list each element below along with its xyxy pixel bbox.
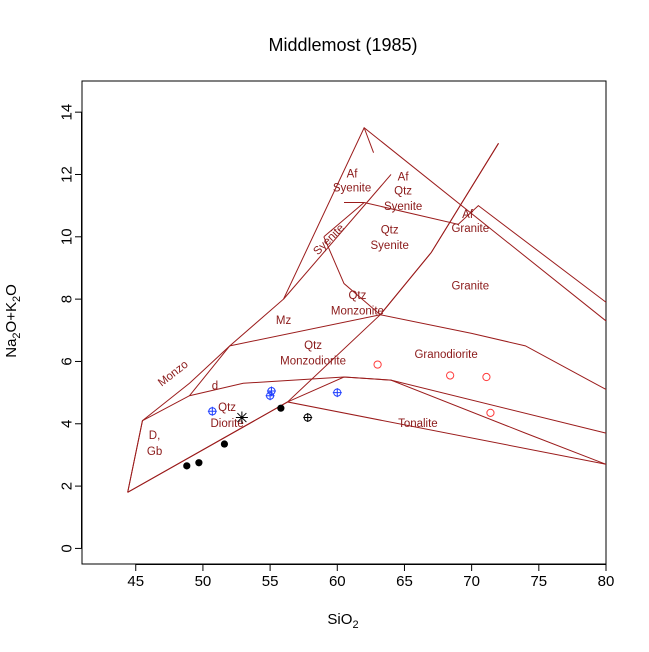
x-tick-label: 65	[396, 573, 413, 590]
data-point-open-circle	[446, 371, 455, 380]
data-point-open-circle	[373, 360, 382, 369]
y-tick-label: 8	[59, 295, 76, 303]
data-point-filled-circle	[220, 440, 229, 448]
field-boundary	[127, 143, 499, 493]
field-label: d	[212, 380, 218, 392]
field-label: Syenite	[371, 240, 409, 252]
field-boundaries	[127, 126, 607, 493]
field-label: Monzodiorite	[280, 355, 346, 367]
data-point-circle-plus	[303, 413, 313, 423]
field-label: Diorite	[210, 418, 243, 430]
data-point-circle-plus	[332, 388, 342, 398]
field-label: Granite	[451, 281, 489, 293]
field-label: Mz	[276, 315, 292, 327]
y-axis: 0 2 4 6 8 10 12 14	[59, 104, 82, 553]
field-boundary	[127, 420, 143, 493]
field-boundary	[189, 345, 231, 397]
y-tick-label: 2	[59, 482, 76, 490]
field-label: Monzo	[156, 359, 191, 390]
data-point-open-circle	[486, 408, 495, 417]
field-labels: Af Syenite Af Qtz Syenite Af Granite Qtz Syenite…	[147, 168, 489, 457]
y-tick-label: 14	[59, 104, 76, 121]
y-axis-label: Na2O+K2O	[3, 284, 23, 358]
field-boundary	[363, 127, 375, 153]
data-point-filled-circle	[183, 462, 191, 470]
x-tick-label: 50	[195, 573, 212, 590]
chart-title: Middlemost (1985)	[268, 35, 417, 55]
field-label: Qtz	[348, 290, 366, 302]
data-point-circle-plus	[265, 391, 275, 401]
data-point-asterisk	[235, 411, 248, 424]
field-label: Granodiorite	[414, 349, 477, 361]
field-label: Granite	[451, 223, 489, 235]
x-tick-label: 55	[262, 573, 279, 590]
field-boundary	[283, 174, 392, 300]
field-label: Af	[347, 168, 359, 180]
x-tick-label: 45	[127, 573, 144, 590]
field-label: Qtz	[394, 186, 412, 198]
y-tick-label: 6	[59, 357, 76, 365]
field-label: D,	[149, 430, 161, 442]
field-boundary	[229, 314, 607, 390]
field-label: Monzonite	[331, 306, 384, 318]
field-label: Af	[398, 172, 410, 184]
field-boundary	[323, 143, 499, 316]
x-tick-label: 70	[463, 573, 480, 590]
y-tick-label: 10	[59, 228, 76, 245]
field-boundary	[142, 376, 607, 434]
data-point-filled-circle	[195, 459, 203, 467]
data-point-open-circle	[482, 372, 491, 382]
field-label: Syenite	[384, 201, 422, 213]
y-tick-label: 0	[59, 544, 76, 552]
field-label: Tonalite	[398, 418, 438, 430]
field-label: Gb	[147, 446, 162, 458]
field-label: Qtz	[381, 225, 399, 237]
y-tick-label: 4	[59, 420, 76, 428]
field-label: Syenite	[333, 183, 371, 195]
data-point-circle-plus	[266, 386, 276, 396]
x-tick-label: 80	[598, 573, 615, 590]
x-axis-label: SiO2	[327, 611, 358, 631]
x-tick-label: 75	[530, 573, 547, 590]
field-label: Qtz	[304, 340, 322, 352]
data-point-circle-plus	[207, 406, 217, 416]
field-boundary	[344, 202, 607, 303]
data-point-filled-circle	[277, 404, 285, 412]
field-boundary	[323, 202, 365, 238]
field-label: Qtz	[218, 402, 236, 414]
data-points	[183, 360, 495, 470]
x-tick-label: 60	[329, 573, 346, 590]
x-axis: 45 50 55 60 65 70 75 80	[127, 564, 614, 590]
y-tick-label: 12	[59, 166, 76, 183]
field-label: Af	[462, 209, 474, 221]
